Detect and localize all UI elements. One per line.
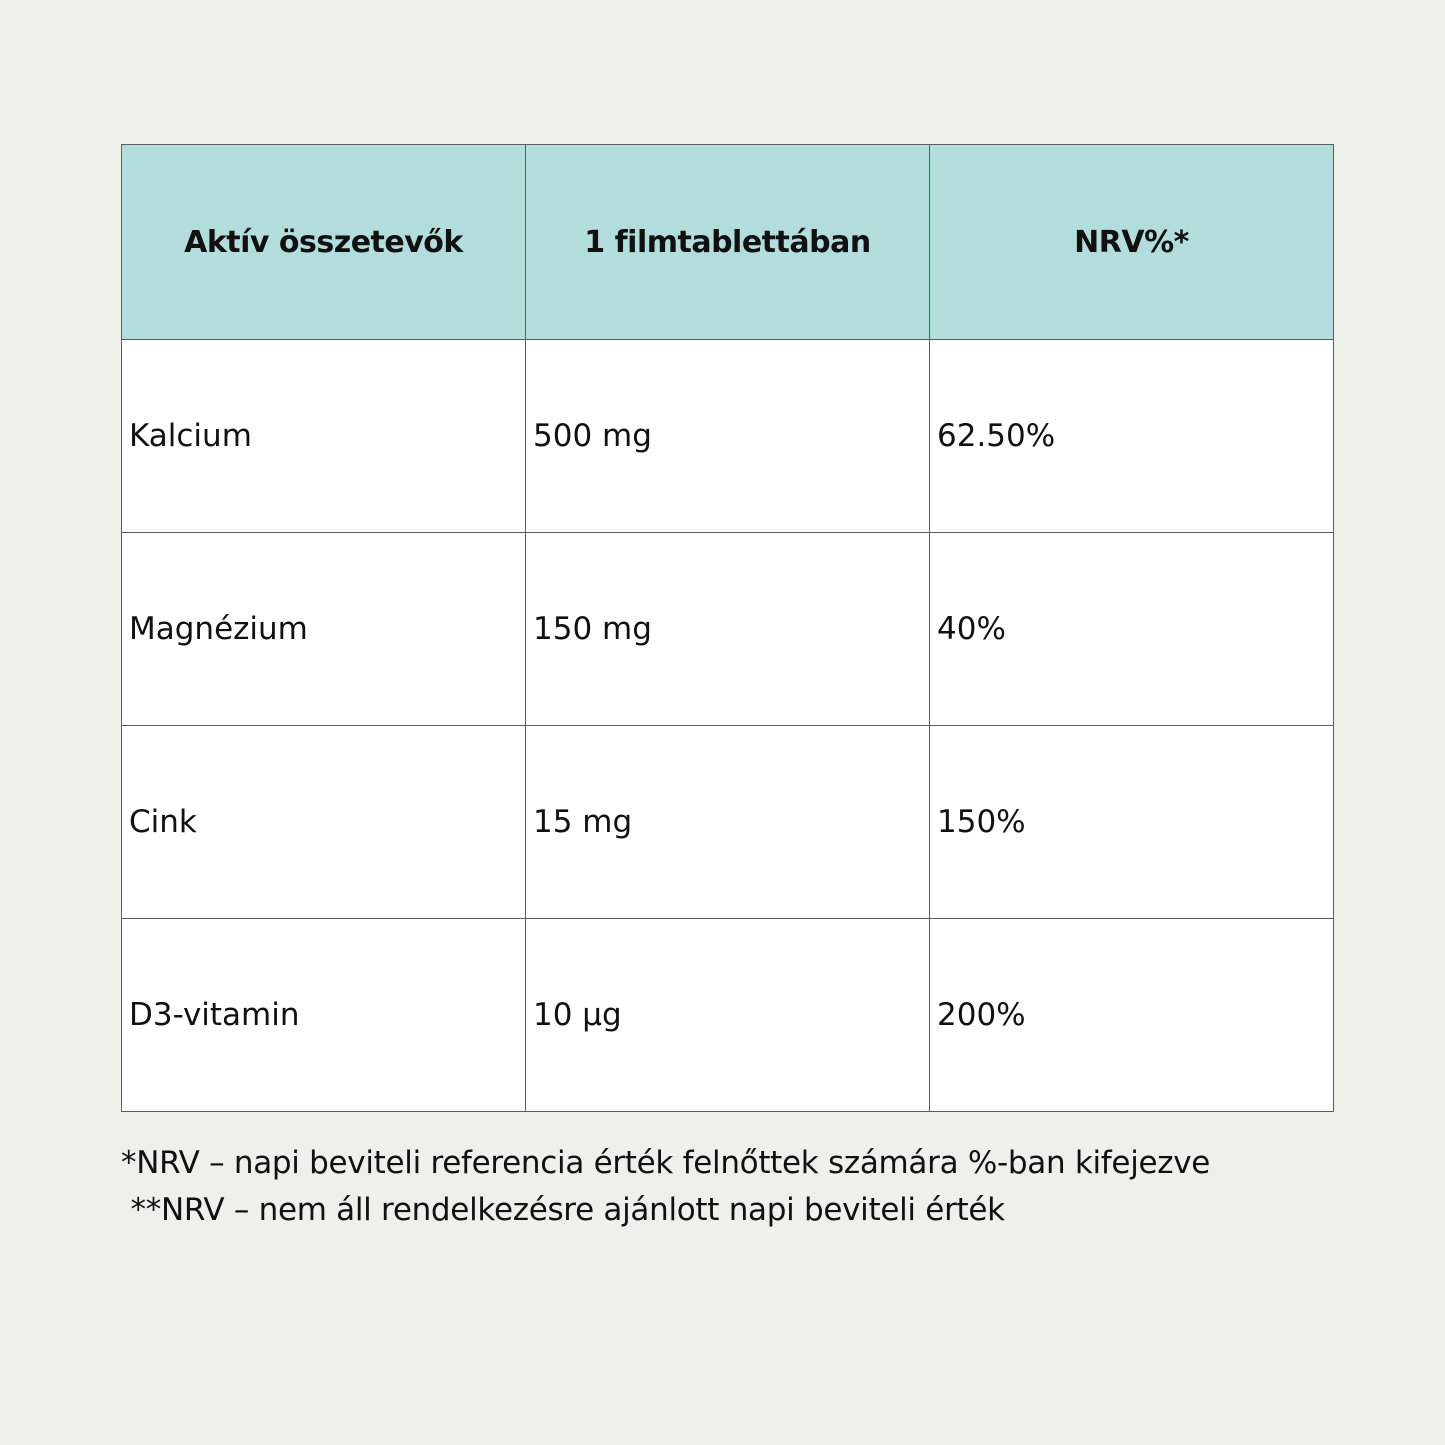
table-row: Kalcium 500 mg 62.50% <box>121 339 1334 533</box>
cell-nrv: 62.50% <box>929 339 1334 533</box>
table-header-row: Aktív összetevők 1 filmtablettában NRV%* <box>121 144 1334 340</box>
cell-ingredient: Magnézium <box>121 532 526 726</box>
nutrient-table: Aktív összetevők 1 filmtablettában NRV%*… <box>121 144 1334 1112</box>
table-row: Cink 15 mg 150% <box>121 725 1334 919</box>
header-amount: 1 filmtablettában <box>525 144 930 340</box>
cell-amount: 500 mg <box>525 339 930 533</box>
footnote-no-nrv: **NRV – nem áll rendelkezésre ajánlott n… <box>121 1192 1006 1228</box>
cell-nrv: 200% <box>929 918 1334 1112</box>
cell-amount: 10 µg <box>525 918 930 1112</box>
cell-ingredient: D3-vitamin <box>121 918 526 1112</box>
cell-ingredient: Cink <box>121 725 526 919</box>
cell-ingredient: Kalcium <box>121 339 526 533</box>
footnotes: *NRV – napi beviteli referencia érték fe… <box>121 1140 1210 1234</box>
footnote-nrv: *NRV – napi beviteli referencia érték fe… <box>121 1145 1211 1181</box>
table-row: Magnézium 150 mg 40% <box>121 532 1334 726</box>
cell-amount: 15 mg <box>525 725 930 919</box>
header-nrv: NRV%* <box>929 144 1334 340</box>
table-row: D3-vitamin 10 µg 200% <box>121 918 1334 1112</box>
cell-amount: 150 mg <box>525 532 930 726</box>
cell-nrv: 40% <box>929 532 1334 726</box>
header-ingredient: Aktív összetevők <box>121 144 526 340</box>
cell-nrv: 150% <box>929 725 1334 919</box>
